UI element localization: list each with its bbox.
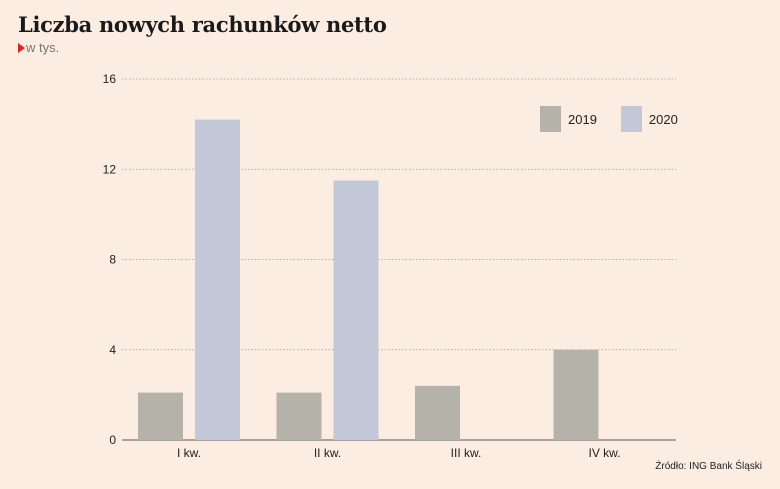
bars — [138, 119, 599, 441]
legend-label-2019: 2019 — [568, 111, 597, 127]
bar-2019-2 — [276, 392, 322, 440]
red-triangle-marker-icon — [18, 42, 25, 53]
x-tick-label: I kw. — [177, 446, 201, 460]
y-tick-label: 4 — [109, 343, 116, 357]
legend-item-2019: 2019 — [540, 106, 597, 132]
legend-swatch-2020 — [620, 106, 642, 132]
x-tick-label: II kw. — [314, 446, 341, 460]
bar-2019-1 — [138, 392, 183, 440]
y-tick-labels: 0 4 8 12 16 — [103, 72, 117, 447]
bar-2020-2 — [333, 180, 379, 440]
x-tick-label: III kw. — [451, 446, 482, 460]
legend-label-2020: 2020 — [648, 111, 678, 127]
legend-item-2020: 2020 — [620, 106, 678, 132]
x-tick-labels: I kw. II kw. III kw. IV kw. — [177, 446, 621, 460]
bar-2020-1 — [195, 119, 240, 441]
y-tick-label: 12 — [103, 162, 117, 176]
chart-subtitle: w tys. — [18, 40, 59, 55]
legend-swatch-2019 — [540, 106, 561, 132]
chart-title: Liczba nowych rachunków netto — [18, 12, 387, 37]
y-tick-label: 0 — [109, 433, 116, 447]
y-tick-label: 16 — [103, 72, 117, 86]
y-tick-label: 8 — [109, 253, 116, 267]
subtitle-text: w tys. — [26, 40, 60, 55]
source-note: Źródło: ING Bank Śląski — [655, 461, 762, 472]
legend: 2019 2020 — [540, 106, 702, 132]
x-tick-label: IV kw. — [588, 446, 620, 460]
bar-2019-4 — [553, 349, 599, 440]
bar-2019-3 — [415, 385, 460, 440]
